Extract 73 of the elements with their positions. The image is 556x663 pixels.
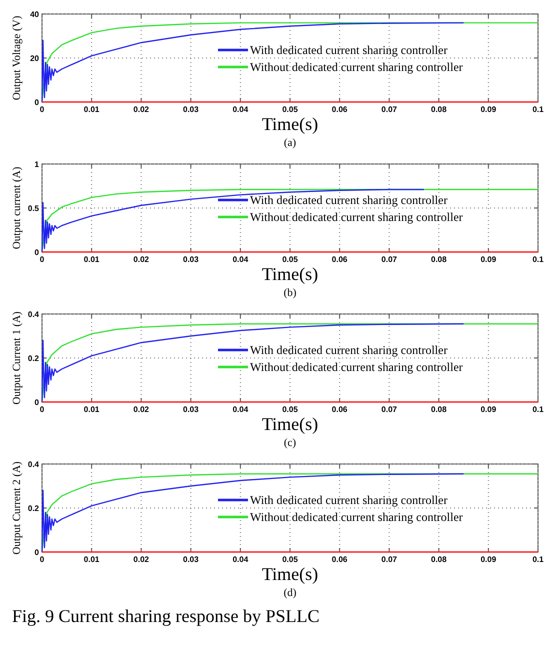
x-tick-label: 0.06 xyxy=(332,405,348,414)
x-axis-title: Time(s) xyxy=(262,564,318,584)
text: (b) xyxy=(284,287,297,299)
x-tick-label: 0.06 xyxy=(332,555,348,564)
legend-label: With dedicated current sharing controller xyxy=(250,193,448,207)
text: (c) xyxy=(284,437,296,449)
legend-label: With dedicated current sharing controller xyxy=(250,43,448,57)
x-tick-label: 0.03 xyxy=(183,555,200,564)
legend-label: Without dedicated current sharing controller xyxy=(250,510,463,524)
x-tick-label: 0.07 xyxy=(381,255,398,264)
x-tick-label: 0.03 xyxy=(183,405,200,414)
x-tick-label: 0.06 xyxy=(332,105,348,114)
x-tick-label: 0.01 xyxy=(84,255,100,264)
x-tick-label: 0.1 xyxy=(532,105,544,114)
y-tick-label: 0.2 xyxy=(28,354,40,363)
x-tick-label: 0.02 xyxy=(133,255,150,264)
x-tick-label: 0.1 xyxy=(532,405,544,414)
legend-label: Without dedicated current sharing controller xyxy=(250,360,463,374)
y-axis-title: Output current (A) xyxy=(11,166,23,250)
x-axis-title: Time(s) xyxy=(262,114,318,134)
legend-label: Without dedicated current sharing controller xyxy=(250,210,463,224)
caption: Fig. 9 Current sharing response by PSLLC xyxy=(12,606,320,626)
y-tick-label: 20 xyxy=(30,54,40,63)
x-tick-label: 0.04 xyxy=(232,405,249,414)
x-axis-title: Time(s) xyxy=(262,264,318,284)
x-tick-label: 0.05 xyxy=(282,405,298,414)
y-tick-label: 1 xyxy=(34,160,40,169)
x-tick-label: 0.02 xyxy=(133,405,150,414)
x-tick-label: 0.01 xyxy=(84,555,100,564)
y-tick-label: 40 xyxy=(30,10,40,19)
x-tick-label: 0.1 xyxy=(532,255,544,264)
legend-label: Without dedicated current sharing controller xyxy=(250,60,463,74)
y-tick-label: 0.4 xyxy=(28,460,40,469)
x-axis-title: Time(s) xyxy=(262,414,318,434)
x-tick-label: 0.02 xyxy=(133,555,150,564)
x-tick-label: 0.03 xyxy=(183,255,200,264)
x-tick-label: 0.1 xyxy=(532,555,544,564)
x-tick-label: 0.05 xyxy=(282,105,298,114)
x-tick-label: 0.08 xyxy=(431,555,448,564)
y-tick-label: 0.4 xyxy=(28,310,40,319)
x-tick-label: 0.05 xyxy=(282,555,298,564)
x-tick-label: 0.08 xyxy=(431,405,448,414)
y-axis-title: Output Voltage (V) xyxy=(11,15,23,100)
text: (d) xyxy=(284,587,297,599)
x-tick-label: 0.03 xyxy=(183,105,200,114)
x-tick-label: 0.01 xyxy=(84,105,100,114)
y-tick-label: 0 xyxy=(34,248,40,257)
x-tick-label: 0.09 xyxy=(480,555,497,564)
legend-label: With dedicated current sharing controller xyxy=(250,343,448,357)
x-tick-label: 0.08 xyxy=(431,255,448,264)
y-tick-label: 0.5 xyxy=(28,204,40,213)
x-tick-label: 0.08 xyxy=(431,105,448,114)
x-tick-label: 0.09 xyxy=(480,105,497,114)
x-tick-label: 0.07 xyxy=(381,555,398,564)
y-axis-title: Output Current 1 (A) xyxy=(11,311,23,405)
text: (a) xyxy=(284,137,296,149)
x-tick-label: 0.09 xyxy=(480,405,497,414)
y-tick-label: 0 xyxy=(34,398,40,407)
legend-label: With dedicated current sharing controller xyxy=(250,493,448,507)
x-tick-label: 0.06 xyxy=(332,255,348,264)
x-tick-label: 0.07 xyxy=(381,105,398,114)
y-tick-label: 0.2 xyxy=(28,504,40,513)
x-tick-label: 0.01 xyxy=(84,405,100,414)
x-tick-label: 0.07 xyxy=(381,405,398,414)
x-tick-label: 0.04 xyxy=(232,105,249,114)
x-tick-label: 0.04 xyxy=(232,555,249,564)
x-tick-label: 0.02 xyxy=(133,105,150,114)
x-tick-label: 0.05 xyxy=(282,255,298,264)
x-tick-label: 0.09 xyxy=(480,255,497,264)
y-tick-label: 0 xyxy=(34,548,40,557)
y-axis-title: Output Current 2 (A) xyxy=(11,461,23,555)
y-tick-label: 0 xyxy=(34,98,40,107)
x-tick-label: 0.04 xyxy=(232,255,249,264)
